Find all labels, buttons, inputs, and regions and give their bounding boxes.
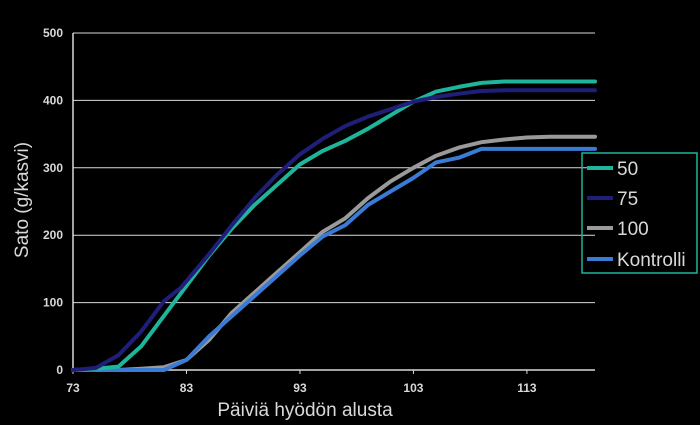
x-axis-title: Päiviä hyödön alusta (217, 400, 393, 421)
y-tick-label: 200 (43, 228, 63, 242)
x-tick-label: 93 (293, 381, 307, 395)
legend-label: 75 (617, 189, 638, 210)
y-tick-label: 500 (43, 26, 63, 40)
y-axis-title: Sato (g/kasvi) (12, 142, 33, 258)
y-tick-labels: 0 100 200 300 400 500 (43, 26, 63, 377)
legend-label: Kontrolli (617, 250, 686, 271)
series-line-50 (71, 79, 597, 372)
x-tick-label: 113 (517, 381, 537, 395)
legend-box (581, 152, 698, 274)
x-tick-label: 103 (403, 381, 423, 395)
y-tick-label: 0 (56, 363, 63, 377)
gridlines (73, 32, 595, 304)
legend-items: 50 75 100 Kontrolli (587, 159, 686, 271)
y-tick-label: 300 (43, 161, 63, 175)
series-line-75 (71, 88, 597, 372)
x-tick-label: 73 (66, 381, 80, 395)
series-line-kontrolli (71, 146, 597, 372)
legend-label: 50 (617, 159, 638, 180)
legend-label: 100 (617, 219, 649, 240)
y-tick-label: 400 (43, 93, 63, 107)
legend: 50 75 100 Kontrolli (581, 152, 698, 274)
x-tick-labels: 73 83 93 103 113 (66, 370, 537, 395)
x-tick-label: 83 (180, 381, 194, 395)
y-tick-label: 100 (43, 296, 63, 310)
series-line-100 (71, 134, 597, 372)
series-lines (71, 79, 597, 372)
